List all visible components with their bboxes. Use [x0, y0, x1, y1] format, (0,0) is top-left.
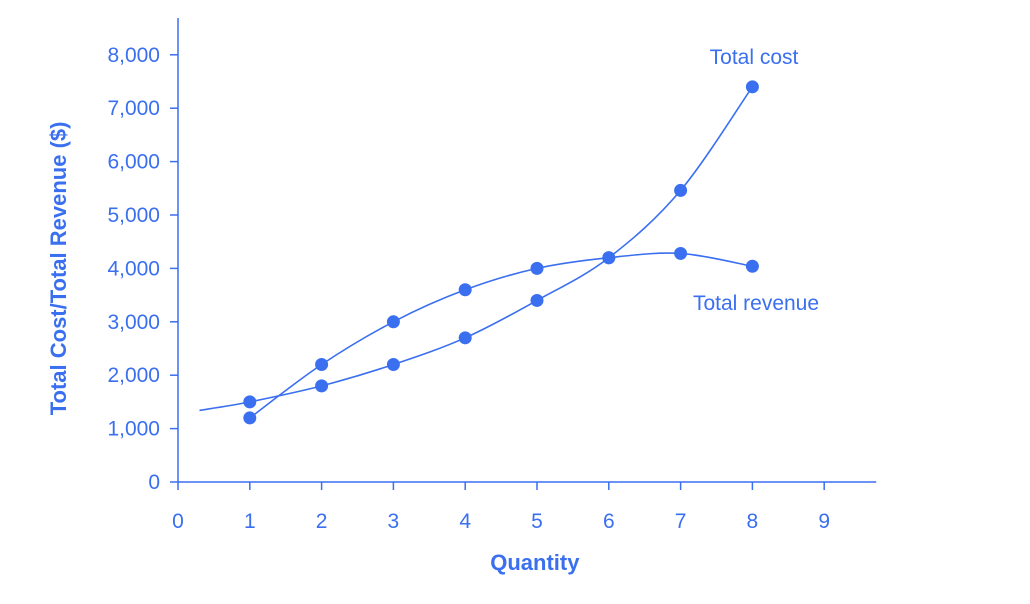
data-point [674, 183, 688, 197]
series-curves [199, 86, 754, 419]
data-point [674, 246, 688, 260]
series-line-total-revenue [249, 252, 753, 419]
y-axis-ticks: 0 1,000 2,000 3,000 4,000 5,000 6,000 7,000 8,00… [107, 44, 178, 494]
x-tick-label: 5 [531, 510, 543, 533]
data-point [745, 80, 759, 94]
y-tick-label: 6,000 [107, 151, 160, 174]
x-axis-ticks: 0 1 2 3 4 5 6 7 8 9 [172, 482, 830, 533]
x-tick-label: 2 [316, 510, 328, 533]
data-point [530, 293, 544, 307]
y-tick-label: 2,000 [107, 364, 160, 387]
y-tick-label: 8,000 [107, 44, 160, 67]
x-tick-label: 6 [603, 510, 615, 533]
data-point [386, 358, 400, 372]
x-axis-title: Quantity [490, 550, 580, 575]
data-point [458, 331, 472, 345]
data-point [530, 261, 544, 275]
data-point [458, 283, 472, 297]
y-tick-label: 4,000 [107, 257, 160, 280]
y-tick-label: 3,000 [107, 311, 160, 334]
x-tick-label: 3 [388, 510, 400, 533]
data-point [745, 259, 759, 273]
data-point [243, 411, 257, 425]
x-tick-label: 1 [244, 510, 256, 533]
x-tick-label: 4 [459, 510, 471, 533]
data-point [243, 395, 257, 409]
x-tick-label: 9 [818, 510, 830, 533]
series-points [243, 80, 759, 425]
y-tick-label: 5,000 [107, 204, 160, 227]
series-label-total-revenue: Total revenue [693, 292, 819, 315]
y-tick-label: 1,000 [107, 418, 160, 441]
x-tick-label: 7 [675, 510, 687, 533]
series-label-total-cost: Total cost [710, 46, 799, 69]
y-tick-label: 7,000 [107, 97, 160, 120]
y-tick-label: 0 [148, 471, 160, 494]
data-point [386, 315, 400, 329]
data-point [602, 251, 616, 265]
x-tick-label: 8 [747, 510, 759, 533]
series-line-total-cost [199, 86, 754, 412]
y-axis-title: Total Cost/Total Revenue ($) [46, 122, 71, 416]
x-tick-label: 0 [172, 510, 184, 533]
data-point [315, 379, 329, 393]
data-point [315, 358, 329, 372]
